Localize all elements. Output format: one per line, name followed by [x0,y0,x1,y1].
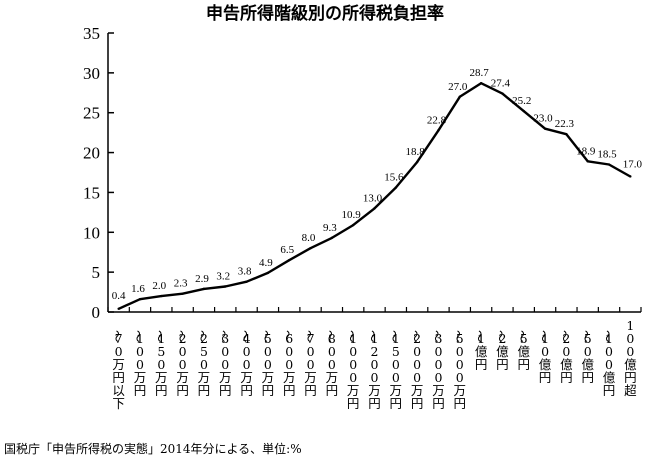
category-label: 〜5 億円 [514,330,530,372]
category-label: 〜7 0 0 万円 [301,330,317,398]
x-axis [107,307,642,313]
data-point [288,258,291,262]
category-label: 〜5 0 0 0 万円 [451,330,467,411]
category-label: 〜2 5 0 万円 [195,330,211,398]
data-label: 13.0 [363,192,383,204]
data-label: 27.4 [491,78,511,90]
y-tick-label: 0 [92,303,101,322]
data-point [437,129,440,132]
series-line [117,81,632,311]
data-point [607,163,611,166]
data-label: 6.5 [280,244,294,256]
data-point [138,298,142,301]
data-label: 8.0 [302,232,316,244]
category-label: 〜3 0 0 万円 [216,330,232,398]
category-label: 1 0 0 億円超 [624,318,637,398]
data-label: 1.6 [131,283,145,295]
category-label: 〜1 0 0 億円 [600,330,616,398]
data-label: 9.3 [323,222,337,234]
y-tick-label: 35 [83,24,100,43]
data-point [373,207,376,210]
data-point [543,127,547,130]
data-label: 18.8 [406,146,426,158]
category-label: 〜7 0 万円以下 [109,330,125,411]
data-point [501,92,504,95]
data-label: 22.3 [555,118,575,130]
category-label: 〜8 0 0 万円 [323,330,339,398]
data-point [266,271,270,275]
category-label: 〜1 2 0 0 万円 [365,330,381,411]
source-note: 国税庁「申告所得税の実態」2014年分による、単位:% [4,441,302,456]
data-point [415,160,419,164]
data-point [224,285,227,288]
category-label: 〜1 億円 [472,330,488,372]
data-label: 2.9 [195,273,209,285]
category-label: 〜1 0 0 万円 [131,330,147,398]
category-label: 〜3 0 0 0 万円 [429,330,445,411]
data-point [309,247,312,250]
category-label: 〜1 5 0 万円 [152,330,168,398]
y-tick-label: 5 [92,263,101,282]
category-label: 〜5 0 0 万円 [259,330,275,398]
data-label: 2.3 [174,278,188,290]
data-point [394,186,398,189]
data-point [351,223,355,227]
category-labels: 〜7 0 万円以下〜1 0 0 万円〜1 5 0 万円〜2 0 0 万円〜2 5 0 万円〜3 0 0 万円〜4 0… [109,318,637,411]
category-label: 〜1 0 億円 [536,330,552,385]
category-label: 〜5 0 億円 [578,330,594,385]
data-labels: 0.4 1.6 2.0 2.3 2.9 3.2 3.8 4.9 6.5 8.0 9.3 10.913.… [112,67,643,302]
category-label: 〜2 億円 [493,330,509,372]
data-label: 18.9 [576,145,596,157]
chart-title: 申告所得階級別の所得税負担率 [206,3,444,24]
data-point [117,307,120,311]
data-point [181,292,184,295]
data-label: 3.8 [238,266,252,278]
data-label: 28.7 [469,67,489,79]
category-label: 〜2 0 0 万円 [173,330,189,398]
data-point [479,82,483,85]
data-point [458,95,461,98]
data-label: 22.8 [427,114,447,126]
y-tick-label: 15 [83,183,100,202]
data-label: 25.2 [512,95,531,107]
data-label: 3.2 [216,270,230,282]
data-label: 4.9 [259,257,273,269]
data-label: 2.0 [152,280,166,292]
data-label: 0.4 [112,290,126,302]
data-point [245,280,248,283]
category-label: 〜4 0 0 万円 [237,330,253,398]
data-label: 18.5 [597,149,617,161]
category-label: 〜2 0 億円 [557,330,573,385]
y-tick-label: 10 [83,223,100,242]
y-tick-label: 30 [83,64,100,83]
category-label: 〜1 0 0 0 万円 [344,330,360,411]
y-tick-label: 25 [83,104,100,123]
data-point [330,236,334,240]
data-point [522,109,525,113]
category-label: 〜6 0 0 万円 [280,330,296,398]
data-point [565,133,568,136]
y-tick-label: 20 [83,144,100,163]
data-point [202,287,206,291]
data-point [160,294,163,298]
category-label: 〜1 5 0 0 万円 [387,330,403,411]
data-point [629,175,632,178]
category-label: 〜2 0 0 0 万円 [408,330,424,411]
data-label: 10.9 [342,209,362,221]
y-axis: 0 5 10 15 20 25 30 35 [83,24,114,322]
data-label: 23.0 [533,113,553,125]
data-label: 15.6 [384,172,404,184]
data-point [586,160,589,163]
data-label: 27.0 [448,81,468,93]
data-label: 17.0 [623,158,643,170]
